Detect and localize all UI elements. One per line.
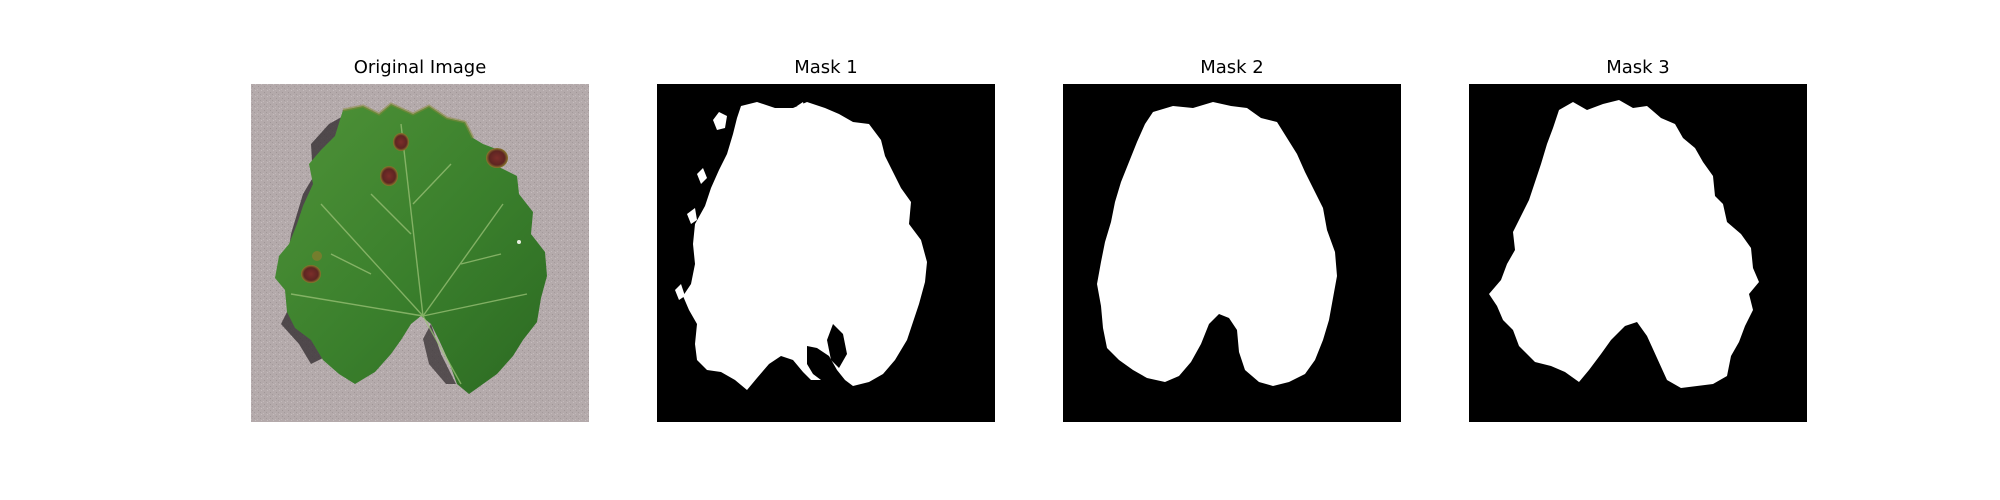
mask-region [683, 102, 927, 390]
mask-3-image [1469, 84, 1807, 422]
mask-region [1569, 118, 1579, 128]
mask-region [713, 112, 727, 130]
lesion-spot [380, 166, 398, 186]
panel-mask-2: Mask 2 [1063, 0, 1401, 500]
panel-title: Mask 1 [794, 57, 858, 78]
leaf-shadow-inner [423, 324, 456, 384]
mask-region [697, 168, 707, 184]
mask-region [1489, 100, 1759, 388]
lesion-spot [393, 133, 409, 151]
lesion-spot [486, 148, 508, 168]
original-leaf-image [251, 84, 589, 422]
leaf-margin [342, 102, 475, 139]
lesion-spot [301, 265, 321, 283]
panel-title: Mask 2 [1200, 57, 1264, 78]
leaf-veins [290, 123, 528, 385]
mask-hole [827, 324, 847, 368]
panel-mask-1: Mask 1 [657, 0, 995, 500]
panel-title: Original Image [353, 57, 487, 78]
leaf-body [275, 104, 547, 394]
mask-region [797, 102, 805, 110]
mask-region [1097, 102, 1337, 386]
mask-region [687, 208, 697, 224]
panel-mask-3: Mask 3 [1469, 0, 1807, 500]
mask-region [675, 284, 685, 300]
panel-original-image: Original Image [251, 0, 589, 500]
light-speck [517, 240, 521, 244]
mask-1-image [657, 84, 995, 422]
mask-2-image [1063, 84, 1401, 422]
panel-title: Mask 3 [1606, 57, 1670, 78]
lesion-spot [312, 251, 322, 261]
